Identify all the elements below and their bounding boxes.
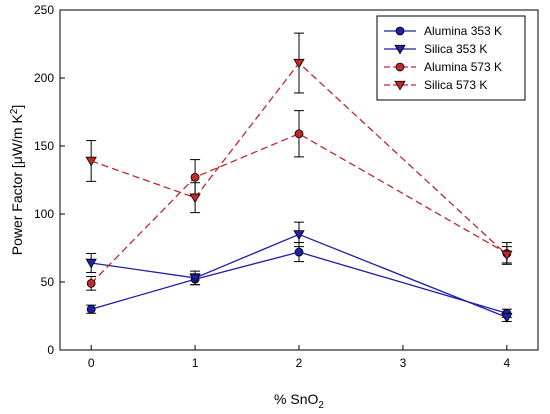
legend-marker (394, 44, 406, 55)
series-line (90, 133, 508, 284)
x-tick-label: 0 (88, 356, 95, 370)
series-alumina-353-k (86, 242, 512, 318)
data-point (501, 250, 513, 261)
data-point (189, 193, 201, 204)
data-point (501, 313, 513, 323)
y-tick-label: 200 (34, 71, 54, 85)
data-point (293, 58, 305, 69)
y-tick-label: 150 (34, 139, 54, 153)
legend-label: Alumina 353 K (424, 24, 502, 38)
x-tick-label: 4 (503, 356, 510, 370)
series-silica-573-k (85, 32, 513, 264)
y-tick-label: 0 (47, 343, 54, 357)
legend-marker (395, 62, 405, 72)
data-point (190, 172, 200, 182)
x-tick-label: 3 (400, 356, 407, 370)
data-point (85, 156, 97, 167)
data-point (85, 258, 97, 269)
y-tick-label: 50 (41, 275, 55, 289)
x-axis-title: % SnO2 (274, 391, 324, 411)
series-line (90, 251, 508, 314)
data-point (86, 304, 96, 314)
series-layer (85, 32, 513, 323)
series-line (90, 62, 508, 256)
data-point (293, 230, 305, 240)
series-silica-353-k (85, 221, 513, 323)
x-tick-label: 1 (192, 356, 199, 370)
y-axis: 0 50 100 150 200 250 (34, 3, 65, 357)
series-alumina-573-k (86, 110, 512, 291)
data-point (294, 247, 304, 257)
legend-marker (394, 80, 406, 91)
y-tick-label: 100 (34, 207, 54, 221)
data-point (294, 129, 304, 139)
y-tick-label: 250 (34, 3, 54, 17)
series-line (91, 233, 508, 318)
legend-label: Silica 573 K (424, 78, 487, 92)
legend-label: Alumina 573 K (424, 60, 502, 74)
data-point (189, 273, 201, 284)
x-tick-label: 2 (296, 356, 303, 370)
legend: Alumina 353 K Silica 353 K Alumina 573 K Si… (376, 15, 526, 101)
legend-label: Silica 353 K (424, 42, 487, 56)
x-axis: 0 1 2 3 4 (88, 345, 510, 370)
y-axis-title: Power Factor [μW/m K2] (9, 105, 25, 256)
data-point (86, 278, 96, 288)
legend-marker (395, 26, 405, 36)
